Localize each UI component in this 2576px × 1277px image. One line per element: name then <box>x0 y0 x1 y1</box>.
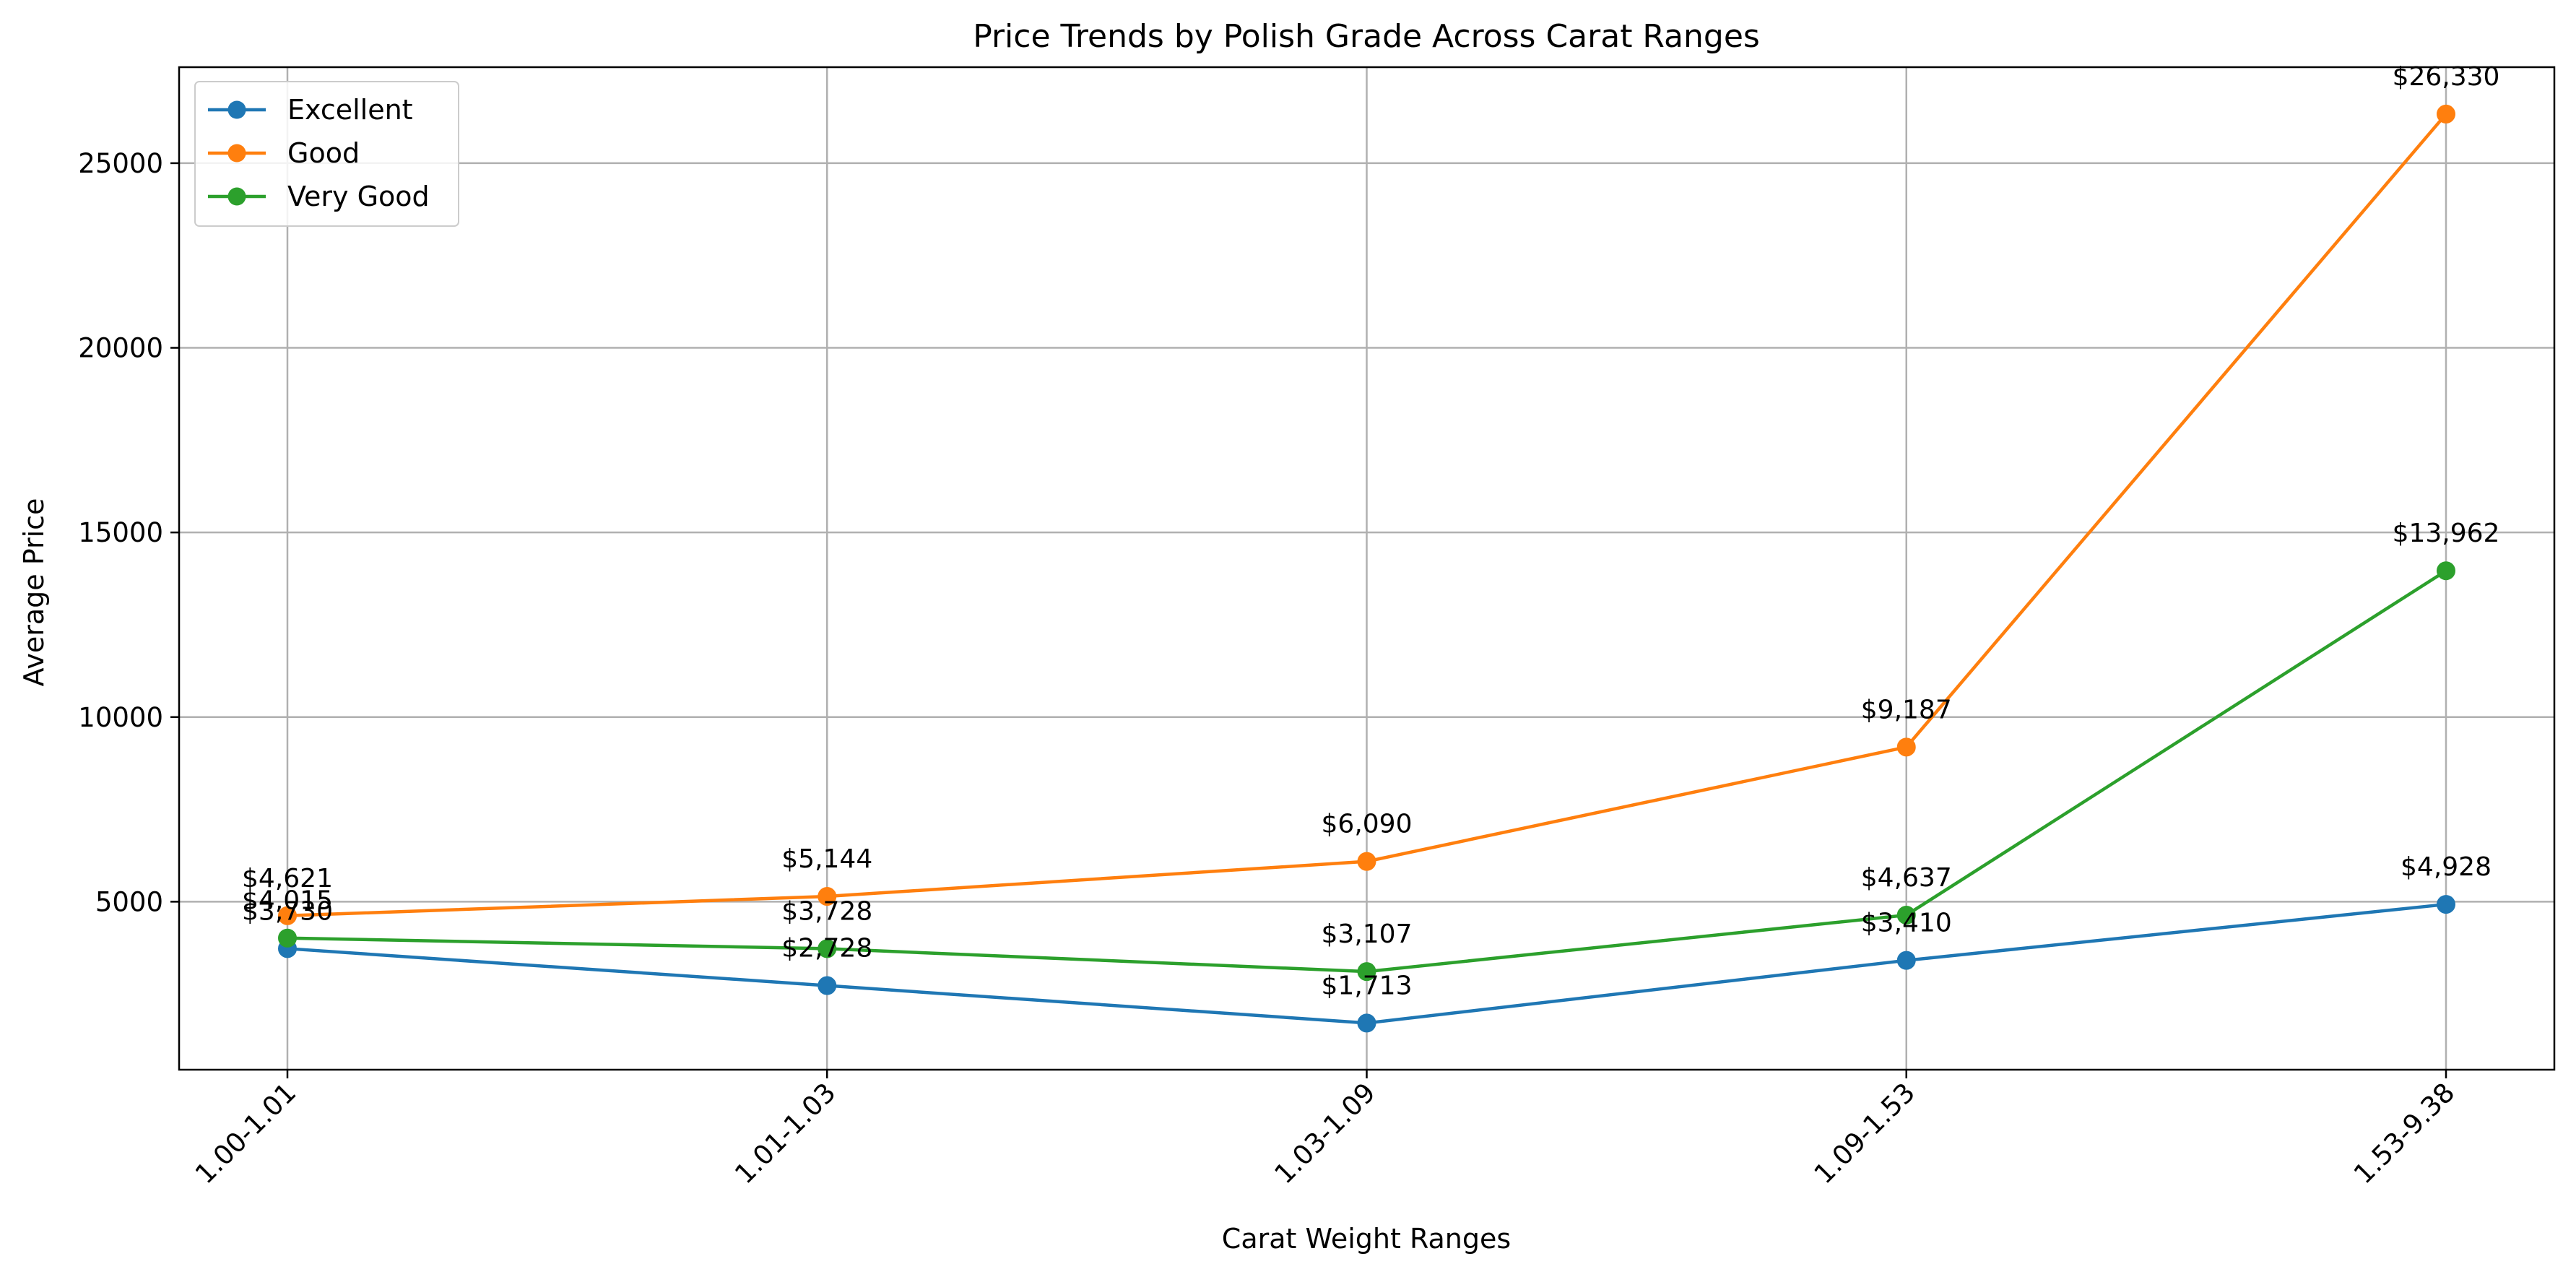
data-point <box>1896 951 1916 970</box>
data-label: $3,730 <box>242 896 333 926</box>
data-label: $1,713 <box>1322 971 1413 1000</box>
y-tick-label: 10000 <box>78 702 163 733</box>
data-label: $2,728 <box>781 934 872 964</box>
y-axis-label: Average Price <box>18 498 50 687</box>
data-point <box>818 939 837 958</box>
grid <box>179 67 2554 1070</box>
data-label: $26,330 <box>2393 62 2500 92</box>
data-point <box>818 976 837 995</box>
legend-label: Very Good <box>287 181 430 212</box>
y-tick-label: 5000 <box>95 886 163 917</box>
chart-title: Price Trends by Polish Grade Across Cara… <box>973 18 1760 55</box>
y-tick-label: 20000 <box>78 333 163 364</box>
y-tick-label: 15000 <box>78 517 163 548</box>
data-label: $4,637 <box>1861 863 1952 893</box>
legend-box[interactable] <box>194 81 459 227</box>
data-point <box>1357 1013 1376 1033</box>
data-label: $3,728 <box>781 896 872 926</box>
data-label: $3,410 <box>1861 909 1952 938</box>
data-point <box>2437 895 2455 914</box>
legend-marker <box>227 187 246 206</box>
data-point <box>1357 962 1376 982</box>
data-point <box>2437 104 2455 124</box>
y-tick-label: 25000 <box>78 148 163 179</box>
legend-label: Good <box>287 137 360 169</box>
data-point <box>278 928 297 948</box>
data-labels: $3,730 $2,728 $1,713 $3,410 $4,928 $4,621 $5,1… <box>242 62 2499 1001</box>
x-axis-label: Carat Weight Ranges <box>1222 1223 1511 1255</box>
data-label: $4,015 <box>242 886 333 916</box>
data-label: $5,144 <box>781 844 872 874</box>
data-label: $9,187 <box>1861 695 1952 724</box>
data-point <box>2437 561 2455 581</box>
legend-marker <box>227 100 246 119</box>
legend-marker <box>227 144 246 163</box>
legend-label: Excellent <box>287 94 413 126</box>
series-layer <box>278 104 2455 1033</box>
legend[interactable]: Excellent Good Very Good <box>194 81 459 227</box>
data-label: $3,107 <box>1322 919 1413 949</box>
data-point <box>278 906 297 925</box>
data-label: $6,090 <box>1322 810 1413 839</box>
data-label: $4,621 <box>242 864 333 893</box>
data-point <box>1896 905 1916 925</box>
data-point <box>1357 852 1376 871</box>
data-point <box>1896 737 1916 757</box>
data-point <box>818 887 837 906</box>
data-label: $4,928 <box>2401 852 2492 882</box>
data-label: $13,962 <box>2393 519 2500 548</box>
